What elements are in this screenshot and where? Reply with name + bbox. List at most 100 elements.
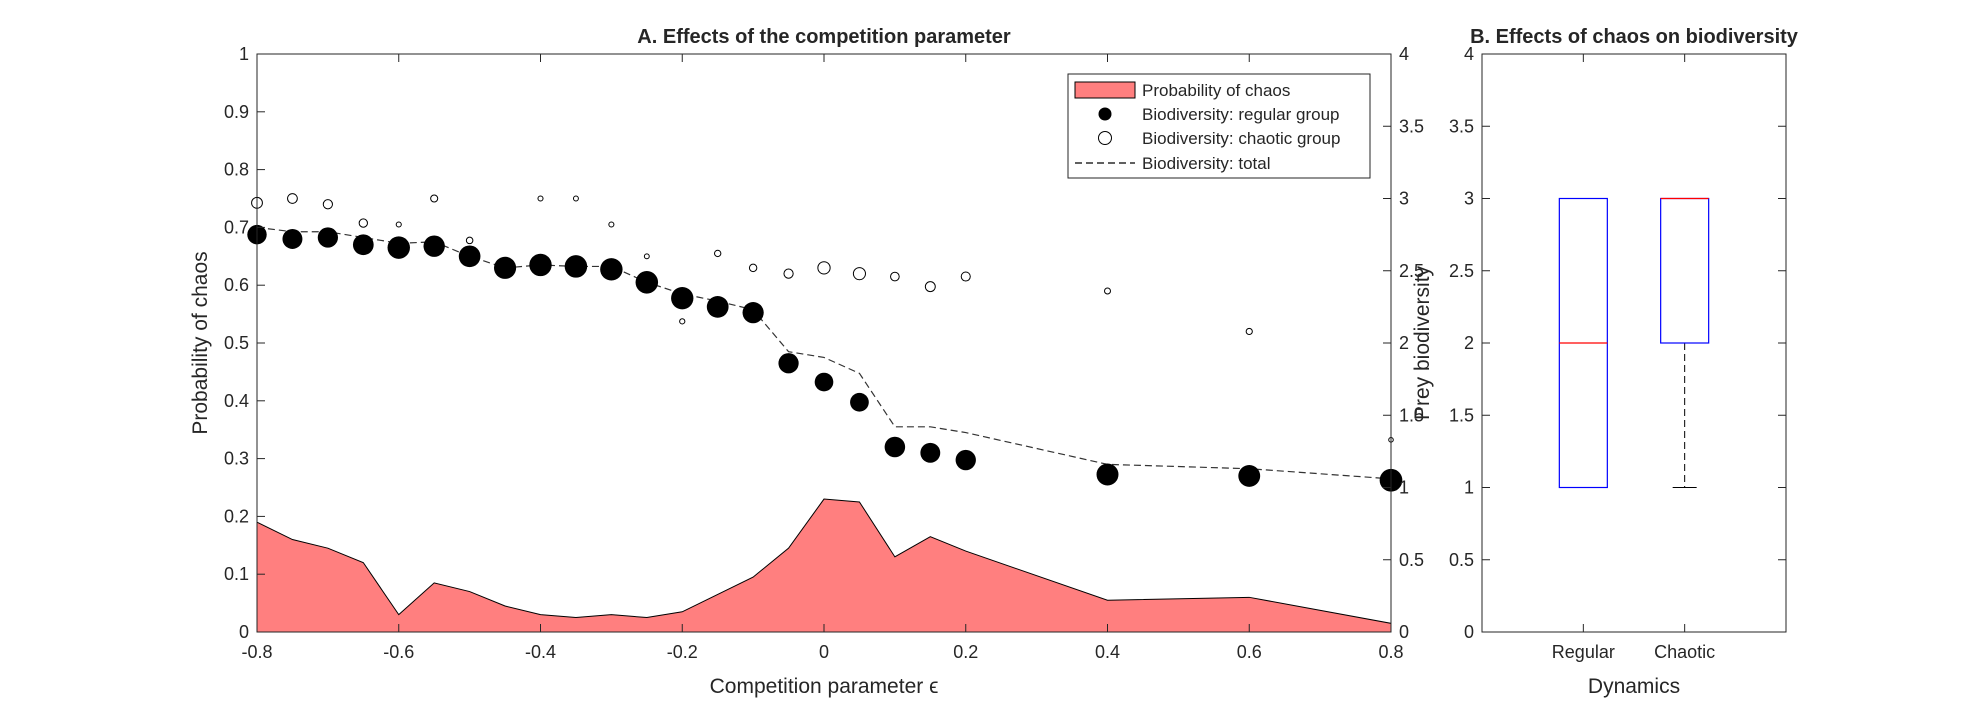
chaotic-group-point (1104, 287, 1111, 295)
panel-b-x-axis-label: Dynamics (1588, 675, 1680, 698)
panel-b-ticks: 0 0.5 1 1.5 2 2.5 3 3.5 4 Regular Chaotic (1449, 44, 1786, 662)
regular-group-point (955, 449, 976, 471)
x-tick-label: -0.6 (383, 642, 414, 662)
panel-a-right-y-axis-label: Prey biodiversity (1411, 265, 1434, 420)
left-y-tick-label: 0.6 (224, 275, 249, 295)
panel-a: -0.8 -0.6 -0.4 -0.2 0 0.2 0.4 0.6 0.8 0 0.1 0.2 0.3 0… (189, 26, 1434, 698)
chaotic-group-point (465, 236, 474, 245)
right-y-tick-label: 1 (1399, 478, 1409, 498)
chaotic-group-points-layer (251, 193, 1394, 443)
regular-group-point (387, 236, 410, 259)
regular-group-point (600, 258, 623, 281)
left-y-tick-label: 0.8 (224, 160, 249, 180)
panel-a-ticks: -0.8 -0.6 -0.4 -0.2 0 0.2 0.4 0.6 0.8 0 0.1 0.2 0.3 0… (224, 44, 1424, 662)
panel-b-y-tick-label: 0 (1464, 622, 1474, 642)
legend-swatch-chaos-area (1074, 81, 1136, 99)
chaotic-group-point (537, 195, 544, 202)
chaotic-group-point (430, 194, 439, 203)
regular-group-point (564, 255, 588, 278)
left-y-tick-label: 0.7 (224, 217, 249, 237)
right-y-tick-label: 3 (1399, 189, 1409, 209)
chaotic-group-point (395, 221, 402, 228)
regular-group-point (352, 234, 374, 256)
regular-group-point (920, 442, 941, 463)
panel-b-y-tick-label: 1 (1464, 478, 1474, 498)
right-y-tick-label: 1.5 (1399, 405, 1424, 425)
legend-label-chaos-area: Probability of chaos (1142, 81, 1290, 100)
panel-a-left-y-axis-label: Probability of chaos (189, 251, 212, 434)
panel-b: 0 0.5 1 1.5 2 2.5 3 3.5 4 Regular Chaotic B. Effec… (1449, 26, 1799, 698)
panel-b-axes-box (1481, 53, 1787, 633)
panel-b-category-label: Regular (1552, 642, 1615, 662)
regular-group-point (1096, 463, 1119, 486)
right-y-tick-label: 2.5 (1399, 261, 1424, 281)
x-tick-label: -0.2 (667, 642, 698, 662)
left-y-tick-label: 0.9 (224, 102, 249, 122)
regular-group-point (317, 227, 338, 248)
left-y-tick-label: 0 (239, 622, 249, 642)
x-tick-label: -0.4 (525, 642, 556, 662)
regular-group-point (706, 295, 729, 318)
panel-b-y-tick-label: 4 (1464, 44, 1474, 64)
chaotic-group-point (322, 199, 333, 210)
right-y-tick-label: 3.5 (1399, 116, 1424, 136)
panel-b-y-tick-label: 0.5 (1449, 550, 1474, 570)
legend-marker-regular-group (1098, 107, 1112, 121)
left-y-tick-label: 1 (239, 44, 249, 64)
chaos-probability-area (256, 498, 1392, 633)
chaotic-group-point (643, 253, 650, 260)
regular-group-point (529, 253, 552, 277)
left-y-tick-label: 0.1 (224, 564, 249, 584)
x-tick-label: 0 (819, 642, 829, 662)
left-y-tick-label: 0.3 (224, 449, 249, 469)
chaotic-group-point (287, 193, 298, 204)
chaotic-group-point (852, 267, 866, 281)
regular-group-point (742, 302, 764, 324)
left-y-tick-label: 0.2 (224, 506, 249, 526)
panel-b-y-tick-label: 3.5 (1449, 116, 1474, 136)
chaotic-group-point (817, 261, 831, 275)
right-y-tick-label: 2 (1399, 333, 1409, 353)
x-tick-label: 0.4 (1095, 642, 1120, 662)
panel-b-y-tick-label: 2 (1464, 333, 1474, 353)
right-y-tick-label: 4 (1399, 44, 1409, 64)
panel-a-title: A. Effects of the competition parameter (637, 26, 1011, 48)
x-tick-label: -0.8 (241, 642, 272, 662)
panel-b-y-tick-label: 2.5 (1449, 261, 1474, 281)
x-tick-label: 0.8 (1378, 642, 1403, 662)
legend-label-chaotic-group: Biodiversity: chaotic group (1142, 129, 1340, 148)
regular-group-point (671, 287, 694, 310)
box-iqr (1660, 197, 1710, 344)
x-tick-label: 0.6 (1237, 642, 1262, 662)
regular-group-point (423, 235, 445, 257)
chaotic-group-point (748, 263, 758, 273)
chaotic-group-point (358, 218, 368, 228)
regular-group-point (493, 256, 517, 279)
chaotic-group-point (1245, 327, 1253, 336)
x-tick-label: 0.2 (953, 642, 978, 662)
regular-group-point (1238, 465, 1261, 487)
panel-b-category-label: Chaotic (1654, 642, 1715, 662)
chaotic-group-point (890, 271, 900, 282)
total-biodiversity-line-layer (256, 226, 1392, 480)
panel-a-legend: Probability of chaos Biodiversity: regul… (1067, 73, 1371, 179)
legend-label-total: Biodiversity: total (1142, 154, 1271, 173)
right-y-tick-label: 0.5 (1399, 550, 1424, 570)
regular-group-point (814, 372, 834, 392)
total-biodiversity-line (256, 226, 1392, 480)
left-y-tick-label: 0.5 (224, 333, 249, 353)
regular-group-point (635, 271, 659, 294)
chaotic-group-point (608, 221, 615, 228)
regular-group-point (282, 228, 303, 249)
panel-a-x-axis-label: Competition parameter ϵ (710, 675, 939, 698)
chaotic-group-point (679, 318, 686, 325)
chaos-probability-area-layer (256, 498, 1392, 633)
regular-group-points-layer (247, 224, 1403, 492)
chaotic-group-point (714, 249, 722, 258)
chaotic-group-point (572, 195, 579, 202)
panel-b-y-tick-label: 1.5 (1449, 405, 1474, 425)
panel-b-title: B. Effects of chaos on biodiversity (1470, 26, 1799, 48)
regular-group-point (884, 436, 906, 458)
legend-label-regular-group: Biodiversity: regular group (1142, 105, 1339, 124)
